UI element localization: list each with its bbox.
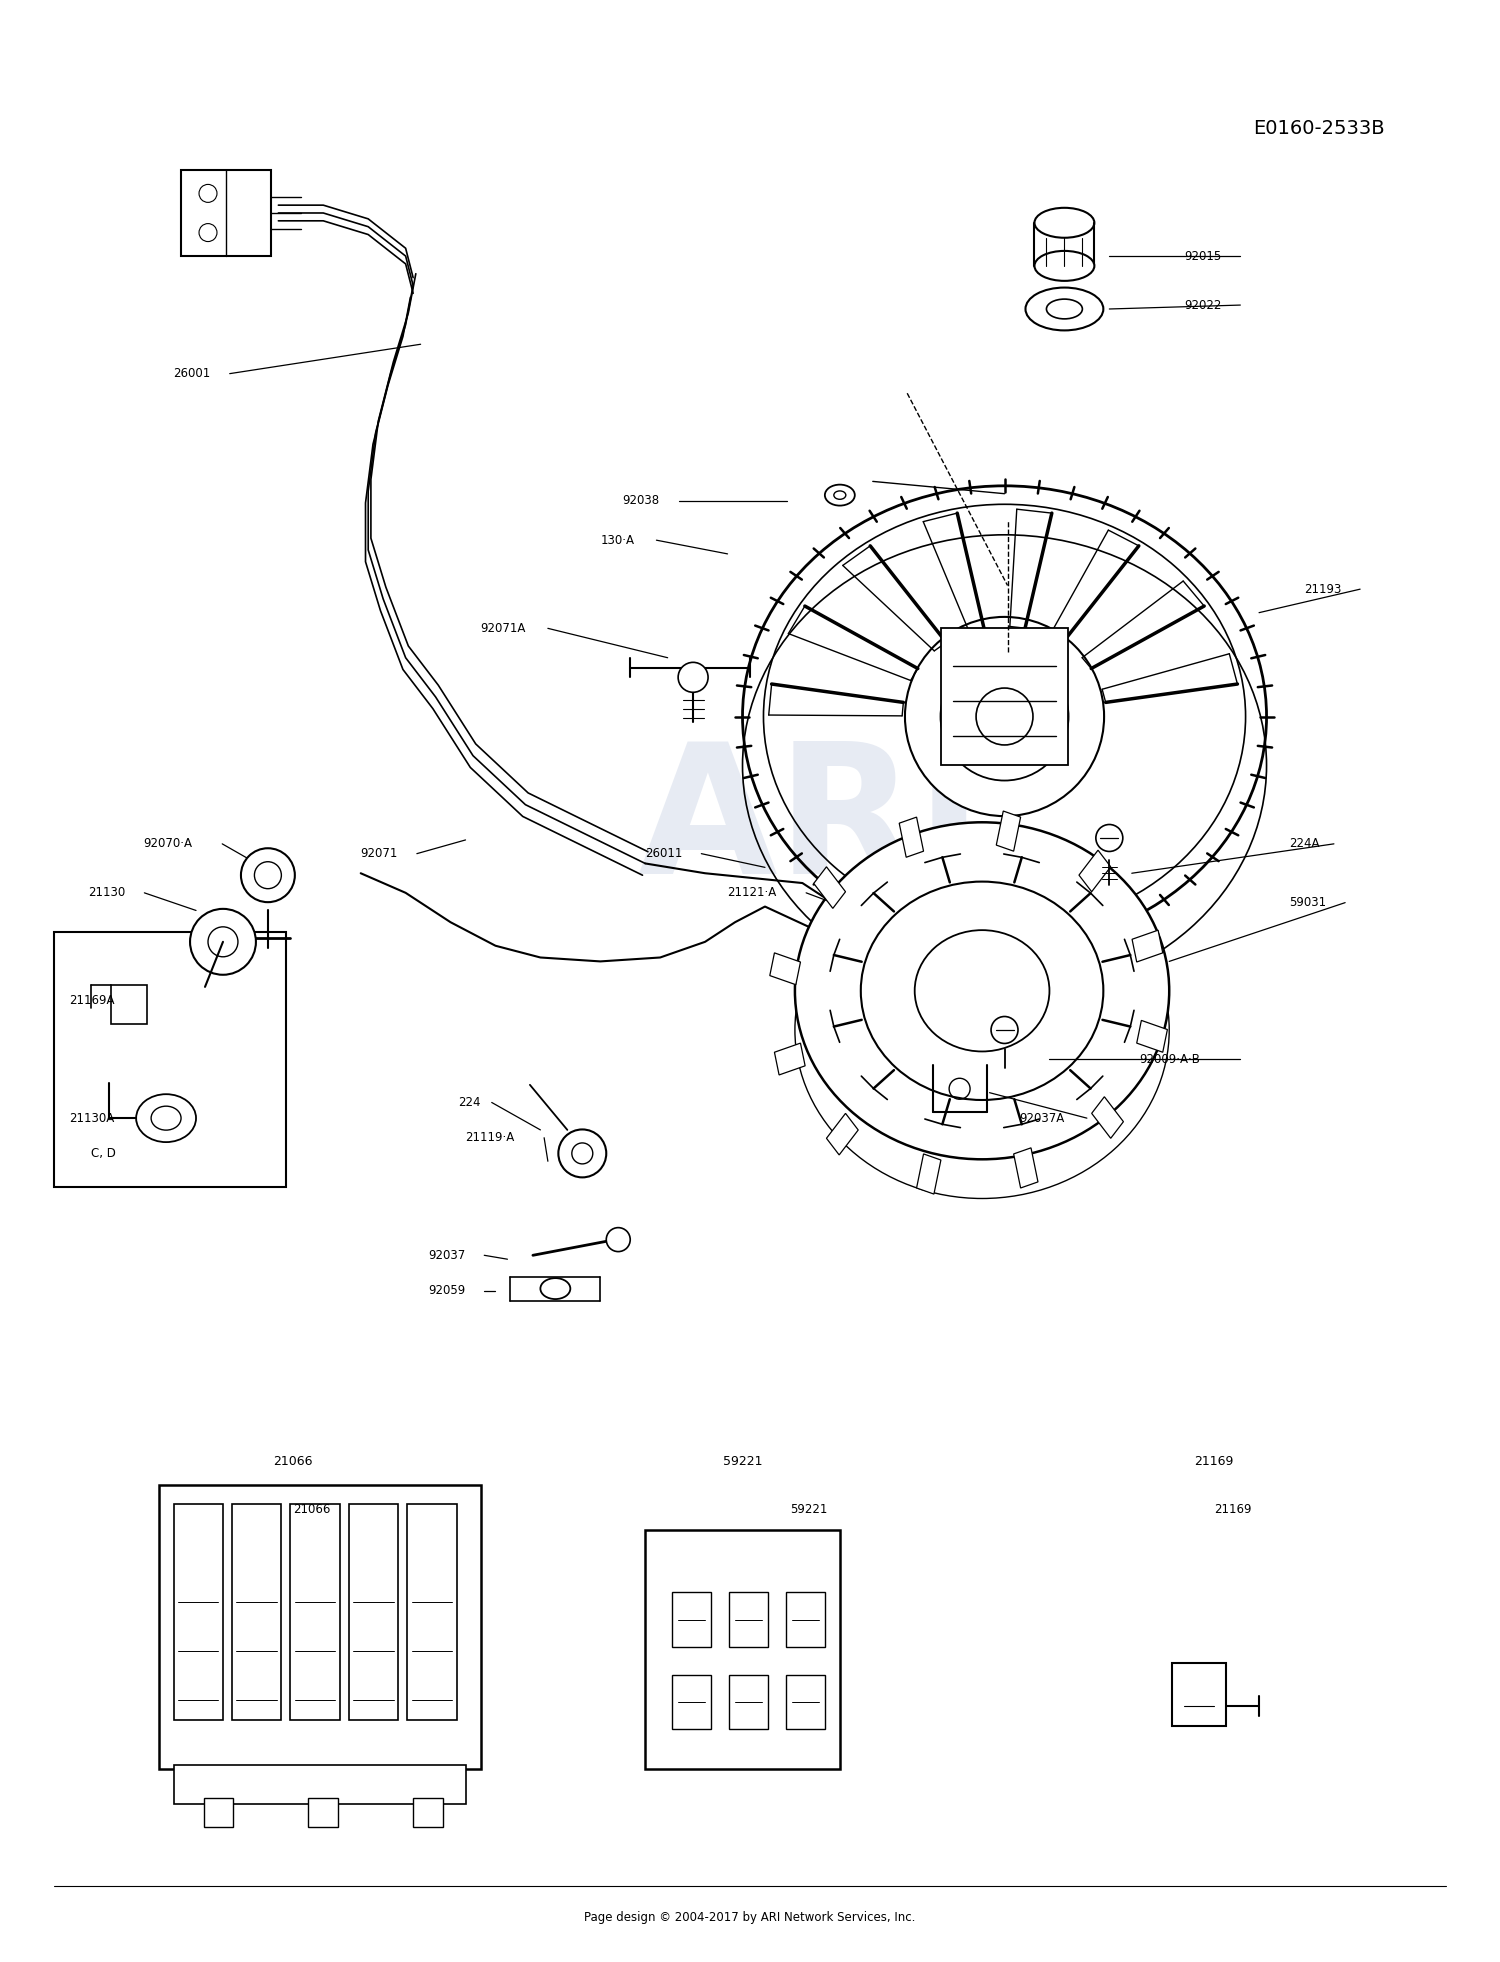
Bar xyxy=(1132,930,1162,961)
Text: 21169: 21169 xyxy=(1214,1503,1251,1517)
Bar xyxy=(1014,1148,1038,1189)
Bar xyxy=(940,628,1068,765)
Ellipse shape xyxy=(606,1228,630,1252)
Text: 26001: 26001 xyxy=(174,367,211,381)
Ellipse shape xyxy=(678,663,708,693)
Ellipse shape xyxy=(242,848,296,903)
Ellipse shape xyxy=(1035,208,1095,237)
Text: 21193: 21193 xyxy=(1304,583,1341,596)
Bar xyxy=(232,1505,282,1719)
Bar xyxy=(111,985,147,1024)
Text: 92022: 92022 xyxy=(1184,298,1221,312)
Bar xyxy=(729,1593,768,1648)
Bar xyxy=(672,1593,711,1648)
Text: 21066: 21066 xyxy=(273,1454,314,1468)
Text: 92037A: 92037A xyxy=(1020,1112,1065,1124)
Text: 59221: 59221 xyxy=(790,1503,828,1517)
Bar xyxy=(645,1530,840,1768)
Bar xyxy=(1172,1664,1225,1725)
Text: E0160-2533B: E0160-2533B xyxy=(1252,120,1384,137)
Text: C, D: C, D xyxy=(92,1148,116,1160)
Bar xyxy=(291,1505,340,1719)
Text: 21066: 21066 xyxy=(294,1503,330,1517)
Ellipse shape xyxy=(825,485,855,506)
Ellipse shape xyxy=(904,616,1104,816)
Text: 21121·A: 21121·A xyxy=(728,887,777,899)
Bar xyxy=(827,1112,858,1156)
Bar xyxy=(348,1505,398,1719)
Text: 92009·A·B: 92009·A·B xyxy=(1140,1054,1200,1065)
Text: 59221: 59221 xyxy=(723,1454,762,1468)
Bar xyxy=(672,1674,711,1729)
Ellipse shape xyxy=(861,881,1104,1101)
Text: 92038: 92038 xyxy=(622,494,660,508)
Ellipse shape xyxy=(1035,251,1095,281)
Bar xyxy=(898,816,924,857)
Bar xyxy=(413,1797,442,1827)
Bar xyxy=(786,1674,825,1729)
Bar xyxy=(774,1044,806,1075)
Ellipse shape xyxy=(795,822,1168,1160)
Text: 21130: 21130 xyxy=(88,887,126,899)
Text: 21169A: 21169A xyxy=(69,995,114,1007)
Ellipse shape xyxy=(190,908,256,975)
Text: 21119·A: 21119·A xyxy=(465,1132,514,1144)
Text: 224: 224 xyxy=(458,1097,480,1109)
Bar xyxy=(1137,1020,1167,1052)
Bar xyxy=(174,1505,223,1719)
Bar xyxy=(159,1485,480,1768)
Ellipse shape xyxy=(1026,288,1104,330)
Bar xyxy=(174,1764,465,1803)
Bar xyxy=(1078,850,1110,893)
Text: 21169: 21169 xyxy=(1194,1454,1234,1468)
Text: 92070·A: 92070·A xyxy=(144,838,192,850)
Ellipse shape xyxy=(1047,298,1083,320)
Bar xyxy=(182,171,272,257)
Ellipse shape xyxy=(558,1130,606,1177)
Text: 92071A: 92071A xyxy=(480,622,526,636)
Ellipse shape xyxy=(540,1277,570,1299)
Ellipse shape xyxy=(1096,824,1124,852)
Text: ARI: ARI xyxy=(638,736,982,912)
Bar xyxy=(204,1797,234,1827)
Bar xyxy=(54,932,286,1187)
Bar xyxy=(770,954,801,985)
Text: 130·A: 130·A xyxy=(600,534,634,547)
Text: 21130A: 21130A xyxy=(69,1112,114,1124)
Text: Page design © 2004-2017 by ARI Network Services, Inc.: Page design © 2004-2017 by ARI Network S… xyxy=(585,1911,915,1925)
Ellipse shape xyxy=(992,1016,1018,1044)
Text: 92071: 92071 xyxy=(360,848,398,859)
Ellipse shape xyxy=(136,1095,196,1142)
Ellipse shape xyxy=(152,1107,182,1130)
Bar xyxy=(1092,1097,1124,1138)
Text: 26011: 26011 xyxy=(645,848,682,859)
Text: 224A: 224A xyxy=(1288,838,1320,850)
Bar xyxy=(309,1797,339,1827)
Bar xyxy=(815,867,846,908)
Text: 59031: 59031 xyxy=(1288,897,1326,908)
Text: 92015: 92015 xyxy=(1184,249,1221,263)
Bar xyxy=(786,1593,825,1648)
Ellipse shape xyxy=(915,930,1050,1052)
Bar xyxy=(916,1154,940,1195)
Bar xyxy=(996,810,1020,852)
Text: 92037: 92037 xyxy=(427,1248,465,1262)
Bar xyxy=(729,1674,768,1729)
Bar xyxy=(406,1505,456,1719)
Ellipse shape xyxy=(940,653,1068,781)
Text: 92059: 92059 xyxy=(427,1283,465,1297)
